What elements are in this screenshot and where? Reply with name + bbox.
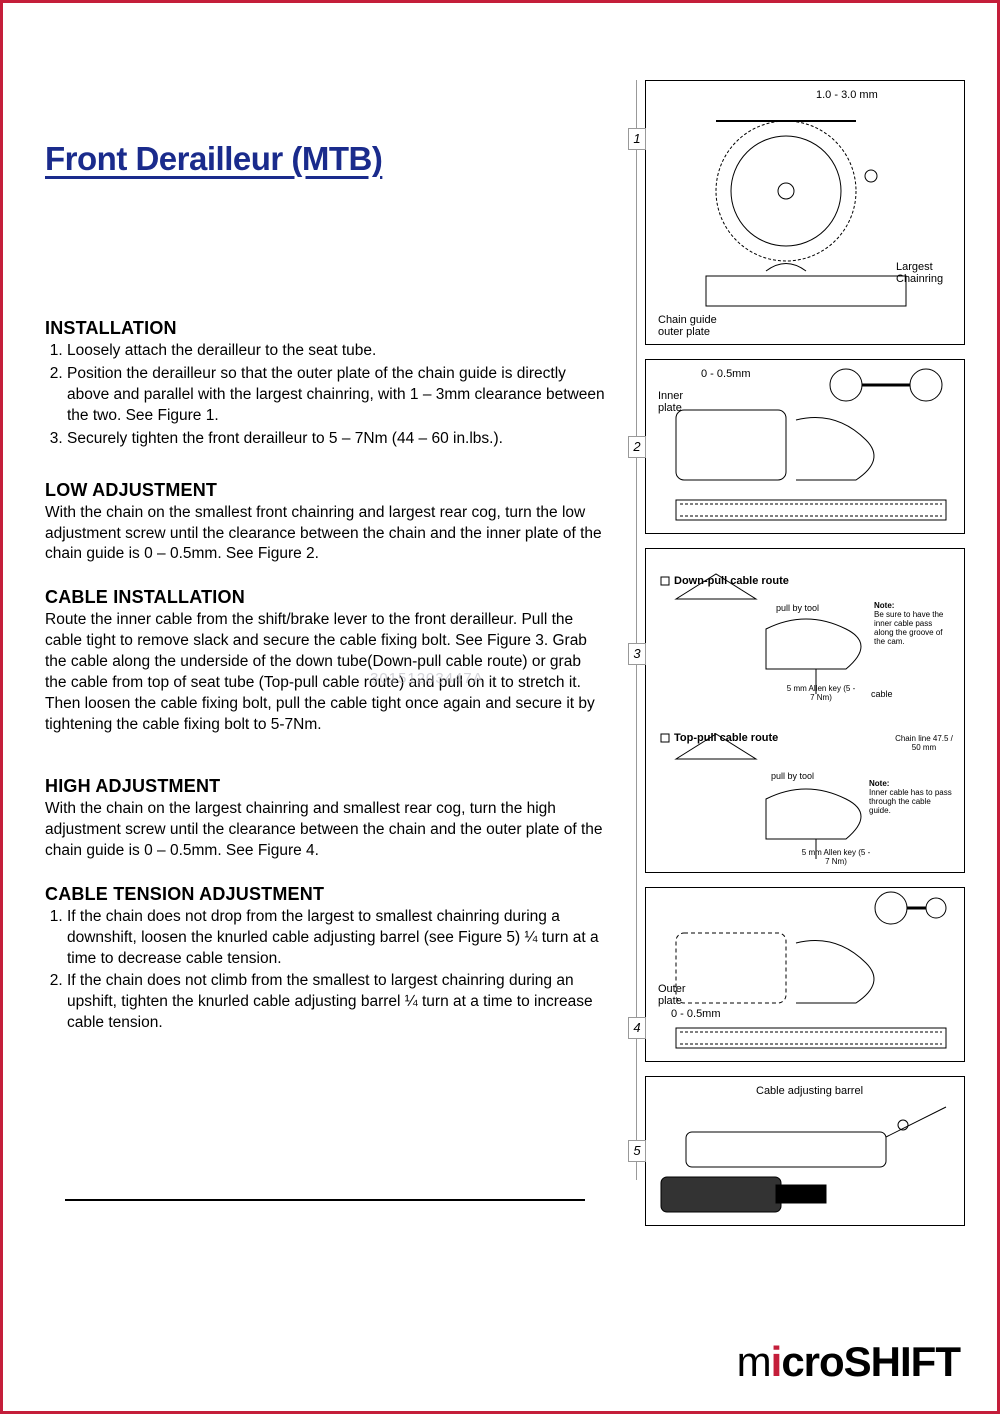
brand-dot-icon: i	[771, 1338, 782, 1385]
cable-tension-list: If the chain does not drop from the larg…	[45, 907, 605, 1035]
figure-3-diagram	[646, 549, 964, 872]
figure-3-note2: Note: Inner cable has to pass through th…	[869, 779, 954, 815]
high-adjustment-text: With the chain on the largest chainring …	[45, 799, 605, 862]
figure-1-diagram	[646, 81, 964, 344]
figure-4-outer-label: Outer plate	[658, 983, 698, 1007]
figure-4-diagram	[646, 888, 964, 1061]
figure-number: 1	[628, 128, 646, 150]
figure-number: 5	[628, 1140, 646, 1162]
figure-3-note1: Note: Be sure to have the inner cable pa…	[874, 601, 954, 646]
installation-step: Loosely attach the derailleur to the sea…	[67, 341, 605, 362]
page-title: Front Derailleur (MTB)	[45, 140, 605, 178]
figure-5: 5 Cable adjusting barrel	[645, 1076, 965, 1226]
low-adjustment-text: With the chain on the smallest front cha…	[45, 503, 605, 566]
figure-1-guide-label: Chain guide outer plate	[658, 314, 728, 338]
figure-column: 1 1.0 - 3.0 mm Largest Chainring Chain g…	[645, 80, 965, 1240]
figure-3-chainline-label: Chain line 47.5 / 50 mm	[894, 734, 954, 752]
figure-3-allen1-label: 5 mm Allen key (5 - 7 Nm)	[786, 684, 856, 702]
brand-text: croSHIFT	[781, 1338, 960, 1385]
heading-cable-tension: CABLE TENSION ADJUSTMENT	[45, 884, 605, 905]
figure-2-diagram	[646, 360, 964, 533]
figure-3-top-label: Top-pull cable route	[674, 732, 778, 744]
figure-1: 1 1.0 - 3.0 mm Largest Chainring Chain g…	[645, 80, 965, 345]
heading-installation: INSTALLATION	[45, 318, 605, 339]
figure-number: 2	[628, 436, 646, 458]
figure-3-pull2-label: pull by tool	[771, 771, 814, 781]
figure-number: 4	[628, 1017, 646, 1039]
figure-3-cable-label: cable	[871, 689, 893, 699]
figure-1-largest-label: Largest Chainring	[896, 261, 956, 285]
brand-logo: microSHIFT	[737, 1338, 960, 1386]
figure-3-note1-body: Be sure to have the inner cable pass alo…	[874, 610, 943, 646]
figure-3-note2-body: Inner cable has to pass through the cabl…	[869, 788, 952, 815]
figure-1-dim-label: 1.0 - 3.0 mm	[816, 89, 878, 101]
figure-4-dim-label: 0 - 0.5mm	[671, 1008, 721, 1020]
figure-5-diagram	[646, 1077, 964, 1225]
figure-guide-line	[636, 80, 637, 1180]
main-content: Front Derailleur (MTB) INSTALLATION Loos…	[45, 40, 605, 1209]
footer-rule	[65, 1199, 585, 1201]
installation-step: Position the derailleur so that the oute…	[67, 364, 605, 427]
brand-prefix: m	[737, 1338, 771, 1385]
cable-tension-step: If the chain does not drop from the larg…	[67, 907, 605, 970]
figure-2-inner-label: Inner plate	[658, 390, 698, 414]
figure-3: 3 Down-pull cable route pull by tool Not…	[645, 548, 965, 873]
figure-3-note1-title: Note:	[874, 601, 894, 610]
figure-3-down-label: Down-pull cable route	[674, 575, 789, 587]
cable-installation-text: Route the inner cable from the shift/bra…	[45, 610, 605, 736]
heading-low-adjustment: LOW ADJUSTMENT	[45, 480, 605, 501]
heading-high-adjustment: HIGH ADJUSTMENT	[45, 776, 605, 797]
cable-tension-step: If the chain does not climb from the sma…	[67, 971, 605, 1034]
figure-3-allen2-label: 5 mm Allen key (5 - 7 Nm)	[801, 848, 871, 866]
figure-2: 2 0 - 0.5mm Inner plate	[645, 359, 965, 534]
figure-3-note2-title: Note:	[869, 779, 889, 788]
installation-step: Securely tighten the front derailleur to…	[67, 429, 605, 450]
figure-3-pull1-label: pull by tool	[776, 603, 819, 613]
heading-cable-installation: CABLE INSTALLATION	[45, 587, 605, 608]
figure-2-dim-label: 0 - 0.5mm	[701, 368, 751, 380]
figure-5-barrel-label: Cable adjusting barrel	[756, 1085, 863, 1097]
figure-number: 3	[628, 643, 646, 665]
installation-list: Loosely attach the derailleur to the sea…	[45, 341, 605, 450]
figure-4: 4 Outer plate 0 - 0.5mm	[645, 887, 965, 1062]
